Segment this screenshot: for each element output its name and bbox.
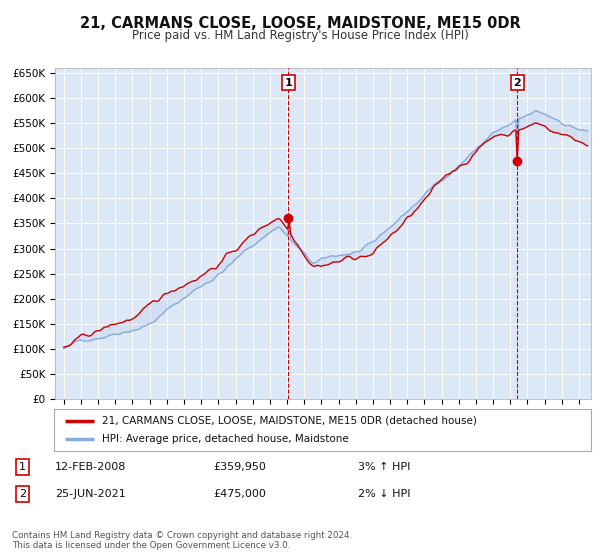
- Text: 25-JUN-2021: 25-JUN-2021: [55, 489, 126, 499]
- FancyBboxPatch shape: [54, 409, 591, 451]
- Text: 2: 2: [19, 489, 26, 499]
- Text: 21, CARMANS CLOSE, LOOSE, MAIDSTONE, ME15 0DR: 21, CARMANS CLOSE, LOOSE, MAIDSTONE, ME1…: [80, 16, 520, 31]
- Text: £359,950: £359,950: [214, 462, 266, 472]
- Text: HPI: Average price, detached house, Maidstone: HPI: Average price, detached house, Maid…: [103, 434, 349, 444]
- Text: 1: 1: [19, 462, 26, 472]
- Text: Price paid vs. HM Land Registry's House Price Index (HPI): Price paid vs. HM Land Registry's House …: [131, 29, 469, 42]
- Text: 21, CARMANS CLOSE, LOOSE, MAIDSTONE, ME15 0DR (detached house): 21, CARMANS CLOSE, LOOSE, MAIDSTONE, ME1…: [103, 416, 477, 426]
- Text: 1: 1: [284, 78, 292, 88]
- Text: 2% ↓ HPI: 2% ↓ HPI: [358, 489, 410, 499]
- Text: 12-FEB-2008: 12-FEB-2008: [55, 462, 127, 472]
- Text: 3% ↑ HPI: 3% ↑ HPI: [358, 462, 410, 472]
- Text: Contains HM Land Registry data © Crown copyright and database right 2024.
This d: Contains HM Land Registry data © Crown c…: [12, 531, 352, 550]
- Text: 2: 2: [514, 78, 521, 88]
- Text: £475,000: £475,000: [214, 489, 266, 499]
